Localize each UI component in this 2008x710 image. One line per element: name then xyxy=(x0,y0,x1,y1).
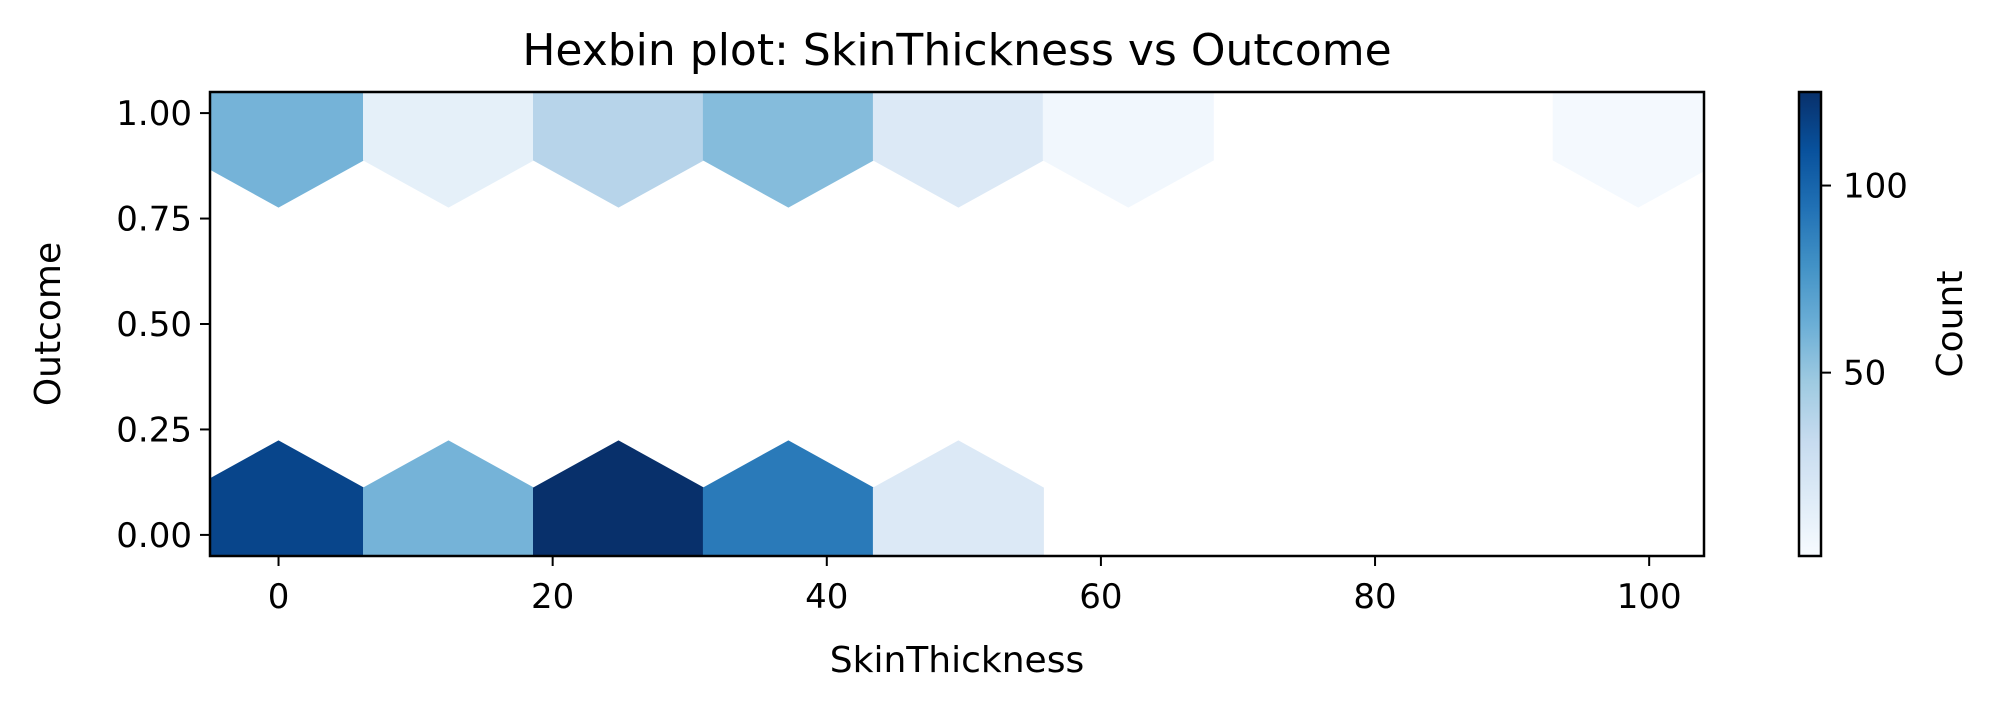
colorbar xyxy=(1797,90,1823,558)
y-tick-label: 0.75 xyxy=(116,200,192,240)
hexbin-cell xyxy=(363,92,534,208)
hexbin-cell xyxy=(872,440,1044,556)
hexbin-cell xyxy=(210,92,364,208)
hexbin-cell xyxy=(1552,92,1704,208)
y-tick-label: 0.50 xyxy=(116,305,192,345)
y-axis-label: Outcome xyxy=(28,242,69,406)
colorbar-label: Count xyxy=(1930,271,1971,378)
y-axis-ticks: 0.00 0.25 0.50 0.75 1.00 xyxy=(116,94,210,556)
x-tick-label: 20 xyxy=(531,577,574,617)
x-tick-label: 40 xyxy=(805,577,848,617)
y-tick-label: 0.25 xyxy=(116,410,192,450)
hexbin-cell xyxy=(533,92,704,208)
chart-title: Hexbin plot: SkinThickness vs Outcome xyxy=(522,25,1391,76)
x-tick-label: 60 xyxy=(1079,577,1122,617)
y-tick-label: 0.00 xyxy=(116,516,192,556)
colorbar-tick-label: 100 xyxy=(1843,167,1908,207)
hexbin-cell xyxy=(702,92,874,208)
colorbar-ticks: 50 100 xyxy=(1821,167,1908,394)
hexbin-cells xyxy=(210,92,1704,556)
hexbin-cell xyxy=(363,440,534,556)
hexbin-cell xyxy=(1042,92,1214,208)
x-tick-label: 0 xyxy=(268,577,290,617)
x-axis-label: SkinThickness xyxy=(830,640,1084,681)
colorbar-tick-label: 50 xyxy=(1843,354,1886,394)
x-tick-label: 100 xyxy=(1617,577,1682,617)
hexbin-cell xyxy=(872,92,1044,208)
x-tick-label: 80 xyxy=(1353,577,1396,617)
x-axis-ticks: 0 20 40 60 80 100 xyxy=(268,556,1682,617)
y-tick-label: 1.00 xyxy=(116,94,192,134)
